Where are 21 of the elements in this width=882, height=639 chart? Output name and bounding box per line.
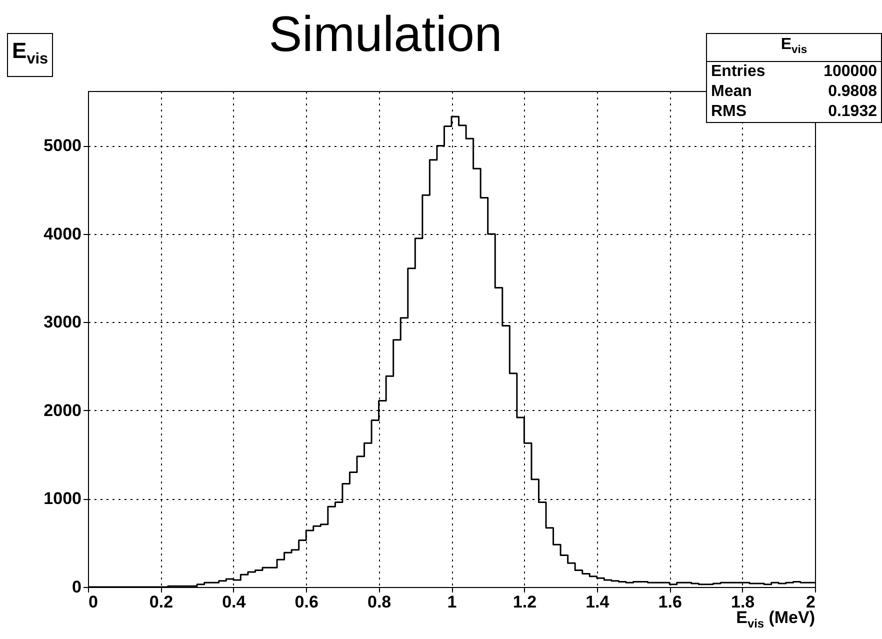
y-tick-label: 4000 [44,224,82,244]
text: E$_{vis}$ [707,34,881,62]
x-tick-label: 0.4 [222,592,246,612]
text: E$_{vis}$ [7,33,54,78]
text: Mean 0.9808 [711,83,877,100]
x-tick-label: 0.8 [367,592,392,612]
x-tick-label: 1.4 [586,592,610,612]
text: RMS 0.1932 [711,103,877,120]
y-tick-label: 5000 [44,136,82,156]
x-tick-label: 0.6 [294,592,318,612]
x-tick-label: 1.6 [658,592,682,612]
y-tick-label: 1000 [44,489,82,508]
x-tick-label: 0.2 [149,592,174,612]
y-tick-label: 2000 [44,400,82,420]
y-tick-label: 3000 [44,312,82,332]
y-tick-label: 0 [72,578,82,596]
x-tick-label: 1.2 [512,592,537,612]
x-tick-label: 1 [447,592,457,612]
text: Entries 100000 [711,63,877,80]
x-tick-label: 0 [88,592,98,612]
chart-title: Simulation [268,6,502,62]
